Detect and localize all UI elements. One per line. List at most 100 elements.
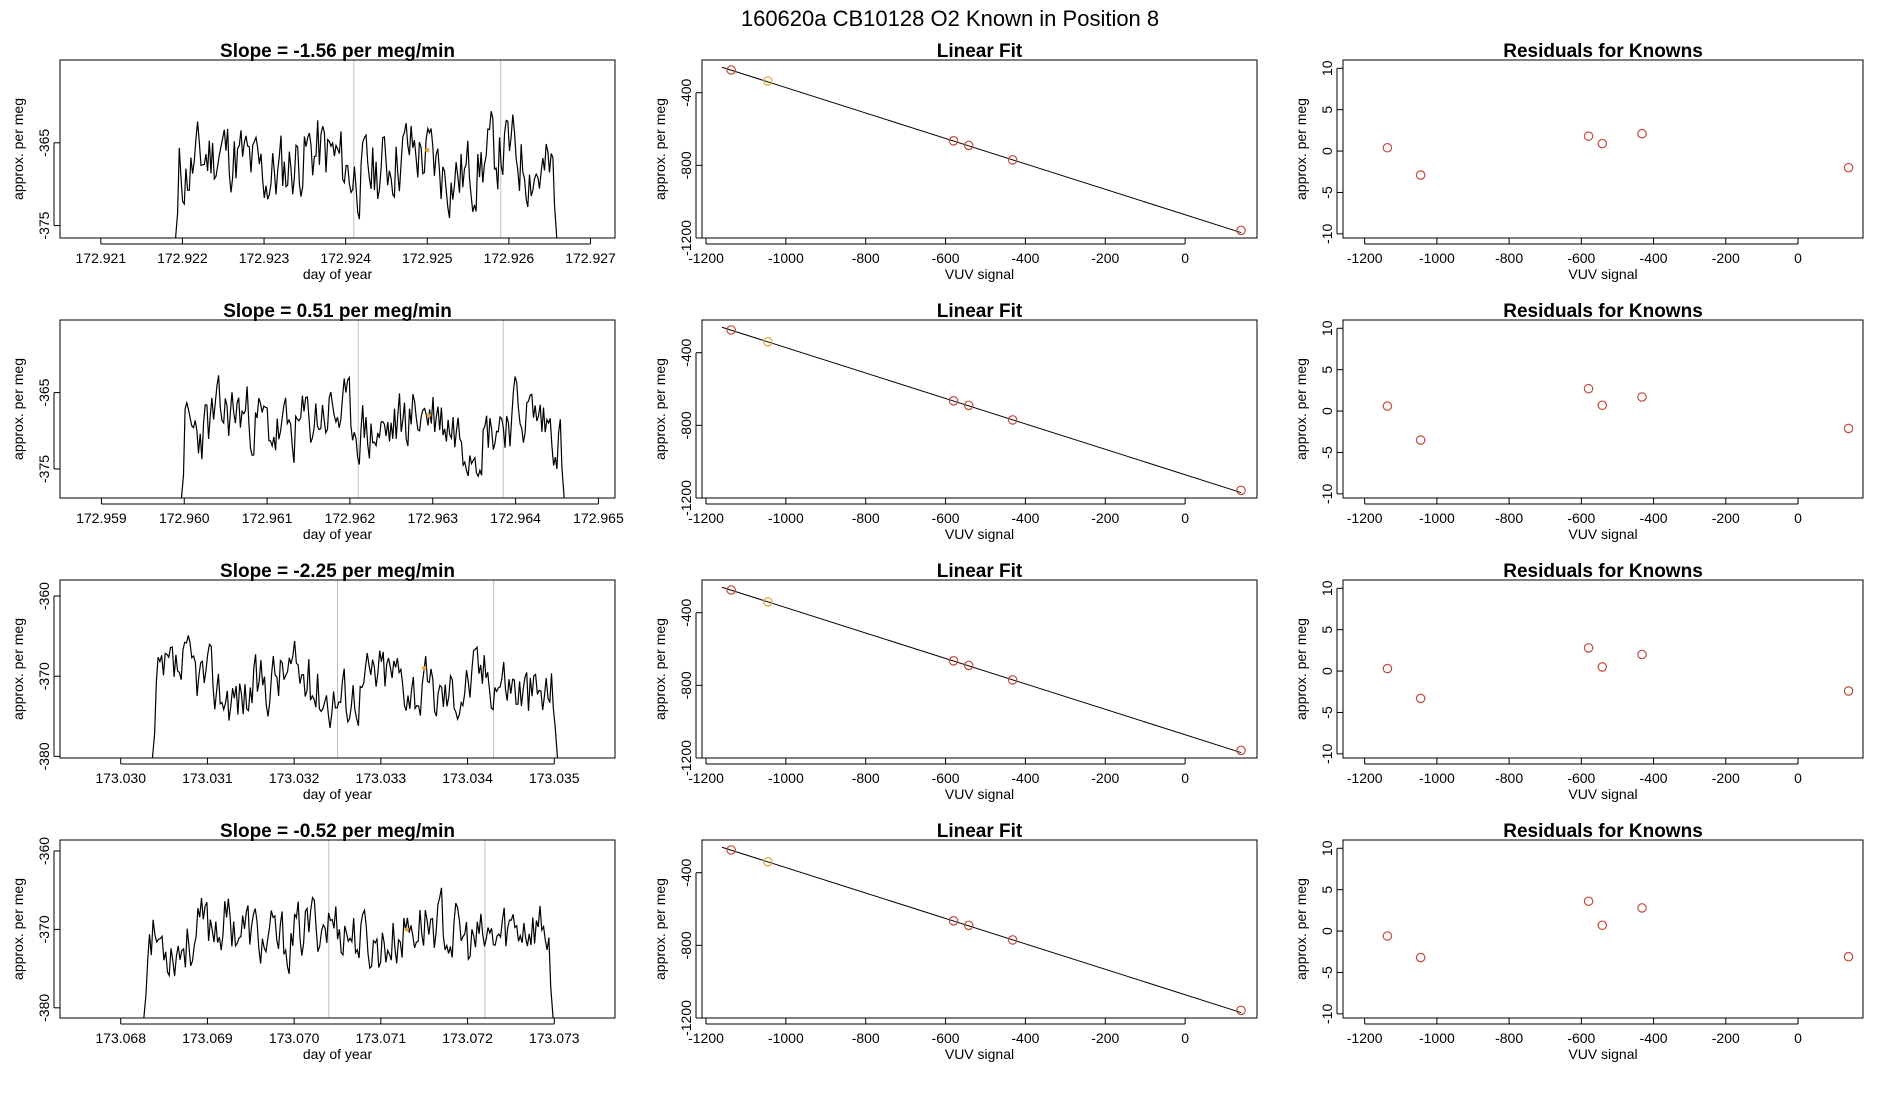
x-tick-label: 172.965	[573, 510, 624, 526]
fit-data-point	[1007, 675, 1018, 685]
y-axis-label: approx. per meg	[652, 618, 668, 720]
y-tick-label: 0	[1319, 927, 1335, 935]
y-tick-label: 10	[1319, 320, 1335, 336]
plot-marks	[143, 840, 554, 1018]
y-tick-label: -1200	[678, 740, 694, 776]
x-axis-label: VUV signal	[945, 1046, 1014, 1062]
x-tick-label: 173.069	[182, 1030, 233, 1046]
mean-marker	[425, 148, 430, 153]
fit-data-point	[763, 76, 773, 86]
x-tick-label: -1000	[1419, 250, 1455, 266]
x-tick-label: -400	[1640, 770, 1668, 786]
x-tick-label: -1200	[1347, 510, 1383, 526]
fit-data-point	[1236, 1005, 1246, 1016]
plot-marks	[1382, 896, 1854, 963]
x-tick-label: -600	[932, 510, 960, 526]
x-tick-label: -400	[1640, 1030, 1668, 1046]
fit-line	[721, 586, 1242, 754]
x-axis-label: day of year	[303, 526, 373, 542]
panel-title: Linear Fit	[937, 41, 1023, 62]
plot-frame	[1342, 319, 1864, 499]
x-tick-label: -1200	[1347, 770, 1383, 786]
y-tick-label: -5	[1319, 186, 1335, 199]
x-tick-label: -200	[1091, 770, 1119, 786]
panel-grid: Slope = -1.56 per meg/min 172.921 172.922 1…	[10, 41, 1864, 1062]
fit-line	[721, 66, 1242, 234]
y-tick-label: 0	[1319, 407, 1335, 415]
x-tick-label: 0	[1794, 510, 1802, 526]
residual-point	[1843, 686, 1854, 696]
residual-point	[1382, 663, 1393, 674]
residual-point	[1637, 649, 1647, 660]
fit-data-point	[726, 585, 736, 595]
x-tick-label: 173.068	[95, 1030, 146, 1046]
y-axis-label: approx. per meg	[652, 878, 668, 980]
residual-point	[1597, 920, 1608, 931]
panel-title: Residuals for Knowns	[1503, 41, 1703, 62]
x-tick-label: -400	[1640, 250, 1668, 266]
plot-marks	[174, 60, 558, 238]
y-tick-label: -5	[1319, 966, 1335, 979]
y-tick-label: -800	[678, 671, 694, 699]
residual-point	[1583, 896, 1594, 907]
panel-title: Residuals for Knowns	[1503, 821, 1703, 842]
fit-data-point	[726, 325, 736, 335]
fit-data-point	[1236, 225, 1246, 236]
panel-title: Linear Fit	[937, 561, 1023, 582]
y-tick-label: -400	[678, 598, 694, 626]
x-tick-label: -1000	[768, 510, 804, 526]
y-tick-label: -10	[1319, 484, 1335, 504]
panel-title: Slope = -2.25 per meg/min	[220, 561, 455, 582]
x-tick-label: 172.921	[76, 250, 127, 266]
fit-data-point	[1236, 745, 1246, 756]
panel-title: Linear Fit	[937, 301, 1023, 322]
residual-point	[1597, 138, 1608, 149]
time-series-line	[174, 111, 558, 238]
y-tick-label: 5	[1319, 366, 1335, 374]
x-tick-label: 0	[1181, 770, 1189, 786]
y-tick-label: 10	[1319, 60, 1335, 76]
fit-data-point	[1007, 935, 1018, 945]
x-tick-label: -1200	[688, 510, 724, 526]
y-tick-label: -360	[36, 582, 52, 610]
residual-point	[1415, 435, 1426, 445]
plot-marks	[151, 580, 559, 758]
plot-frame	[1342, 839, 1864, 1019]
residual-point	[1382, 401, 1393, 411]
x-tick-label: 172.962	[325, 510, 376, 526]
residual-point	[1382, 142, 1393, 153]
x-tick-label: -1200	[688, 250, 724, 266]
residual-point	[1382, 931, 1393, 941]
x-tick-label: -800	[1495, 250, 1523, 266]
y-axis-label: approx. per meg	[10, 618, 26, 720]
x-tick-label: 172.927	[565, 250, 616, 266]
y-tick-label: 10	[1319, 580, 1335, 596]
panel-title: Slope = -0.52 per meg/min	[220, 821, 455, 842]
plot-marks	[1382, 383, 1854, 445]
x-axis-label: day of year	[303, 266, 373, 282]
x-tick-label: 0	[1181, 1030, 1189, 1046]
x-tick-label: -600	[1567, 250, 1595, 266]
x-tick-label: -200	[1712, 770, 1740, 786]
residual-point	[1583, 643, 1594, 653]
y-tick-label: -375	[36, 211, 52, 239]
plot-frame	[59, 839, 616, 1019]
fit-data-point	[948, 656, 959, 666]
x-tick-label: -400	[1011, 510, 1039, 526]
x-axis-label: VUV signal	[945, 266, 1014, 282]
x-tick-label: -400	[1011, 770, 1039, 786]
plot-frame	[59, 59, 616, 239]
residual-point	[1583, 131, 1594, 141]
residual-point	[1415, 693, 1426, 704]
x-tick-label: 173.031	[182, 770, 233, 786]
fit-line	[721, 846, 1242, 1014]
x-tick-label: 172.959	[76, 510, 127, 526]
y-axis-label: approx. per meg	[652, 358, 668, 460]
fit-data-point	[1007, 415, 1018, 425]
x-tick-label: 173.034	[442, 770, 493, 786]
fit-data-point	[1236, 485, 1246, 496]
x-axis-label: VUV signal	[945, 786, 1014, 802]
x-tick-label: -200	[1712, 510, 1740, 526]
y-tick-label: -800	[678, 411, 694, 439]
x-tick-label: -800	[852, 770, 880, 786]
